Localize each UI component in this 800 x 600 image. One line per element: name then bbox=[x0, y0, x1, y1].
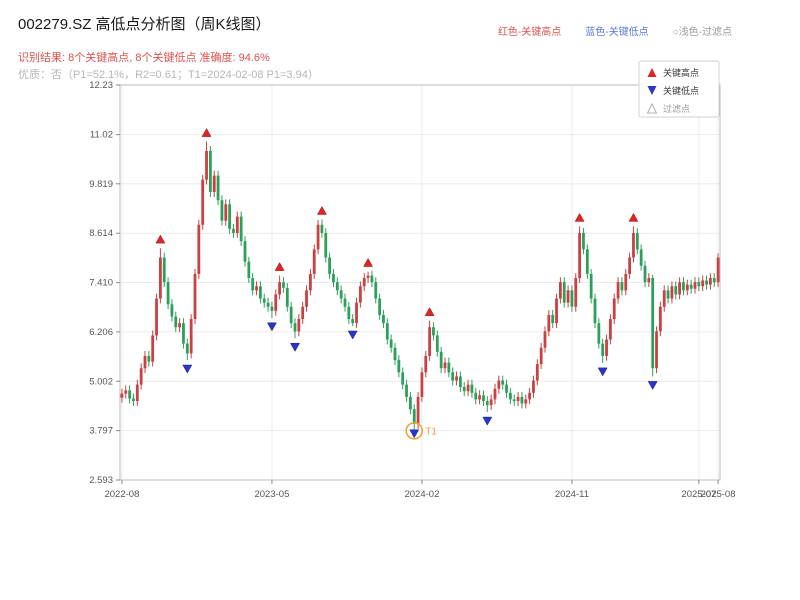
svg-text:7.410: 7.410 bbox=[89, 278, 113, 289]
svg-text:2025-08: 2025-08 bbox=[701, 489, 736, 500]
svg-text:12.23: 12.23 bbox=[89, 80, 113, 91]
svg-text:2024-11: 2024-11 bbox=[555, 489, 589, 500]
svg-text:2.593: 2.593 bbox=[89, 475, 113, 486]
svg-text:T1: T1 bbox=[425, 426, 437, 437]
svg-text:5.002: 5.002 bbox=[89, 376, 113, 387]
svg-text:2024-02: 2024-02 bbox=[404, 489, 439, 500]
legend-filter-label: ○浅色-过滤点 bbox=[672, 27, 732, 38]
svg-text:8.614: 8.614 bbox=[89, 228, 113, 239]
svg-text:2025-07: 2025-07 bbox=[681, 489, 716, 500]
svg-text:3.797: 3.797 bbox=[89, 426, 113, 437]
recognition-result: 识别结果: 8个关键高点, 8个关键低点 准确度: 94.6% bbox=[18, 52, 270, 64]
svg-text:2023-05: 2023-05 bbox=[254, 489, 289, 500]
svg-text:关键低点: 关键低点 bbox=[663, 85, 699, 96]
page-title: 002279.SZ 高低点分析图（周K线图） bbox=[18, 16, 271, 33]
svg-text:关键高点: 关键高点 bbox=[663, 67, 699, 78]
svg-text:11.02: 11.02 bbox=[90, 130, 113, 141]
svg-text:6.206: 6.206 bbox=[89, 327, 113, 338]
svg-text:9.819: 9.819 bbox=[89, 179, 113, 190]
legend-key-low-label: 蓝色-关键低点 bbox=[585, 27, 649, 38]
svg-text:过滤点: 过滤点 bbox=[663, 103, 690, 114]
svg-text:2022-08: 2022-08 bbox=[104, 489, 139, 500]
quality-note: 优质：否（P1=52.1%，R2=0.61；T1=2024-02-08 P1=3… bbox=[18, 69, 319, 81]
legend-key-high-label: 红色-关键高点 bbox=[497, 27, 562, 38]
top-legend: 红色-关键高点 蓝色-关键低点 ○浅色-过滤点 bbox=[498, 23, 732, 38]
